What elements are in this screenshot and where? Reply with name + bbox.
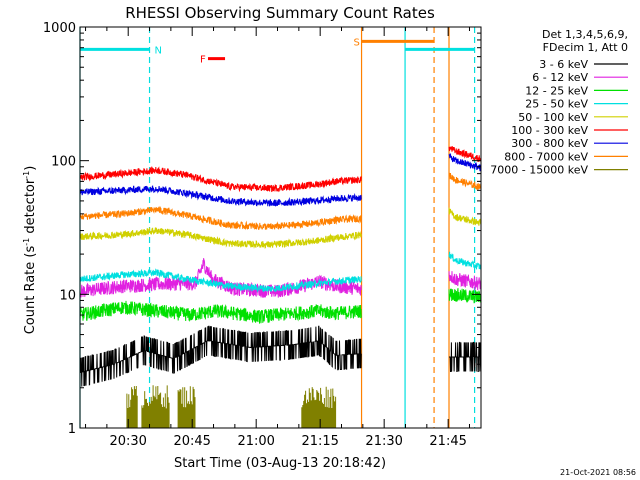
x-tick-label: 20:30 — [109, 434, 146, 449]
x-tick-label: 21:45 — [429, 434, 466, 449]
legend-label: 12 - 25 keV — [525, 84, 588, 97]
x-tick-label: 20:45 — [173, 434, 210, 449]
status-lines — [79, 27, 476, 428]
plot-frame — [79, 26, 482, 429]
series-line — [79, 185, 362, 207]
axes: 1 10 100 1000 20:30 20:45 21:00 21:15 21:30 21:45 — [43, 21, 482, 449]
y-axis-label: Count Rate (s-1 detector-1) — [22, 166, 38, 335]
series-line — [449, 341, 482, 372]
flag-bars: N S F — [80, 37, 475, 66]
series-line — [80, 325, 362, 387]
series-line — [79, 166, 362, 193]
spike-mark — [301, 386, 337, 428]
y-axis-label-main: Count Rate (s — [23, 246, 38, 335]
spike-mark — [141, 385, 170, 428]
series-line — [79, 258, 362, 298]
y-tick-label: 100 — [51, 155, 76, 170]
legend-label: 6 - 12 keV — [532, 71, 588, 84]
series-line — [448, 271, 482, 291]
legend: Det 1,3,4,5,6,9,FDecim 1, Att 0 3 - 6 keV… — [490, 28, 628, 177]
legend-label: 7000 - 15000 keV — [490, 164, 588, 177]
legend-header: FDecim 1, Att 0 — [543, 41, 628, 54]
y-axis-label-end: ) — [23, 166, 38, 171]
flag-label: S — [354, 37, 360, 48]
x-tick-label: 21:30 — [365, 434, 402, 449]
series-line — [448, 146, 482, 162]
legend-label: 100 - 300 keV — [511, 124, 588, 137]
y-tick-label: 1 — [68, 422, 76, 437]
series-line — [79, 226, 362, 249]
legend-label: 3 - 6 keV — [539, 58, 588, 71]
chart-title: RHESSI Observing Summary Count Rates — [125, 4, 435, 22]
spike-mark — [177, 386, 196, 428]
x-tick-label: 21:00 — [237, 434, 274, 449]
series-line — [448, 251, 482, 270]
y-axis-label-mid: detector — [23, 178, 38, 238]
series-line — [448, 207, 482, 226]
footer-date: 21-Oct-2021 08:56 — [560, 468, 636, 477]
flag-label: F — [200, 55, 206, 66]
flag-label: N — [155, 45, 162, 56]
spike-mark — [126, 386, 138, 428]
series-line — [79, 268, 362, 293]
legend-label: 50 - 100 keV — [518, 111, 588, 124]
y-axis-label-sup2: -1 — [22, 171, 31, 179]
spike-group — [126, 385, 337, 428]
series-line — [448, 153, 482, 172]
series-line — [448, 172, 482, 191]
legend-label: 800 - 7000 keV — [504, 150, 588, 163]
x-axis-label: Start Time (03-Aug-13 20:18:42) — [174, 456, 386, 471]
y-axis-label-sup1: -1 — [22, 238, 31, 246]
series-line — [79, 300, 362, 324]
series-group — [79, 146, 482, 387]
legend-label: 25 - 50 keV — [525, 98, 588, 111]
y-tick-label: 10 — [59, 288, 76, 303]
x-tick-label: 21:15 — [301, 434, 338, 449]
legend-header: Det 1,3,4,5,6,9, — [542, 28, 628, 41]
series-line — [448, 288, 482, 304]
y-tick-label: 1000 — [43, 21, 76, 36]
legend-label: 300 - 800 keV — [511, 137, 588, 150]
series-line — [79, 205, 362, 231]
